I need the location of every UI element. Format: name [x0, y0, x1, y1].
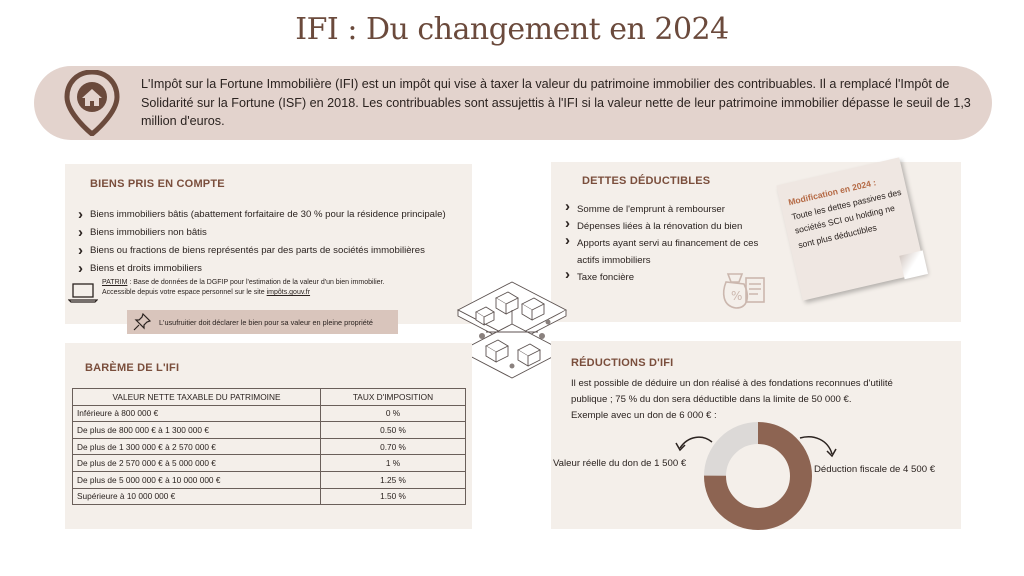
- biens-panel: [65, 164, 472, 324]
- biens-title: BIENS PRIS EN COMPTE: [90, 178, 225, 190]
- list-item: Biens immobiliers non bâtis: [78, 224, 468, 241]
- list-item: Biens et droits immobiliers: [78, 260, 468, 277]
- table-row: Inférieure à 800 000 €0 %: [72, 404, 466, 423]
- list-item: Biens ou fractions de biens représentés …: [78, 242, 468, 259]
- houses-illustration: [457, 281, 567, 379]
- table-row: De plus de 1 300 000 € à 2 570 000 €0.70…: [72, 437, 466, 456]
- list-item: Taxe foncière: [565, 266, 775, 286]
- arrow-left-icon: [675, 436, 713, 452]
- table-cell: De plus de 800 000 € à 1 300 000 €: [72, 421, 321, 439]
- patrim-text: : Base de données de la DGFIP pour l'est…: [127, 279, 385, 286]
- list-item: Dépenses liées à la rénovation du bien: [565, 215, 775, 235]
- list-item: Apports ayant servi au financement de ce…: [565, 232, 775, 269]
- house-pin-icon: [64, 70, 120, 136]
- intro-text: L'Impôt sur la Fortune Immobilière (IFI)…: [141, 77, 971, 128]
- table-cell: 1 %: [320, 454, 466, 472]
- reductions-line3: Exemple avec un don de 6 000 € :: [571, 410, 717, 422]
- patrim-note: PATRIM : Base de données de la DGFIP pou…: [72, 278, 432, 298]
- donation-donut-chart: [704, 422, 812, 530]
- list-item: Biens immobiliers bâtis (abattement forf…: [78, 206, 468, 223]
- reductions-line1: Il est possible de déduire un don réalis…: [571, 378, 893, 389]
- table-cell: De plus de 1 300 000 € à 2 570 000 €: [72, 437, 321, 456]
- table-row: De plus de 2 570 000 € à 5 000 000 €1 %: [72, 454, 466, 472]
- arrow-right-icon: [799, 436, 837, 458]
- dettes-list: Somme de l'emprunt à rembourser Dépenses…: [565, 198, 775, 286]
- pushpin-icon: [133, 313, 151, 331]
- page-title: IFI : Du changement en 2024: [295, 12, 729, 47]
- biens-list: Biens immobiliers bâtis (abattement forf…: [78, 206, 468, 277]
- table-row: Supérieure à 10 000 000 €1.50 %: [72, 487, 466, 506]
- money-bag-icon: %: [722, 273, 765, 309]
- table-cell: Inférieure à 800 000 €: [72, 404, 321, 423]
- bareme-table: VALEUR NETTE TAXABLE DU PATRIMOINE TAUX …: [72, 388, 466, 506]
- table-cell: 0.50 %: [320, 421, 466, 439]
- table-cell: Supérieure à 10 000 000 €: [72, 487, 321, 506]
- table-cell: 0.70 %: [320, 437, 466, 456]
- real-value-label: Valeur réelle du don de 1 500 €: [553, 458, 687, 469]
- table-row: De plus de 800 000 € à 1 300 000 €0.50 %: [72, 421, 466, 439]
- table-row: De plus de 5 000 000 € à 10 000 000 €1.2…: [72, 470, 466, 489]
- usufruit-callout: L'usufruitier doit déclarer le bien pour…: [127, 310, 398, 334]
- table-cell: De plus de 5 000 000 € à 10 000 000 €: [72, 470, 321, 489]
- laptop-icon: [68, 283, 98, 303]
- table-header-row: VALEUR NETTE TAXABLE DU PATRIMOINE TAUX …: [72, 388, 466, 406]
- table-cell: 1.25 %: [320, 470, 466, 489]
- deduction-label: Déduction fiscale de 4 500 €: [814, 464, 936, 475]
- usufruit-text: L'usufruitier doit déclarer le bien pour…: [159, 318, 373, 327]
- table-cell: 0 %: [320, 404, 466, 423]
- reductions-title: RÉDUCTIONS D'IFI: [571, 357, 674, 369]
- table-cell: De plus de 2 570 000 € à 5 000 000 €: [72, 454, 321, 472]
- list-item: Somme de l'emprunt à rembourser: [565, 198, 775, 218]
- bareme-title: BARÈME DE L'IFI: [85, 362, 180, 374]
- impots-link[interactable]: impôts.gouv.fr: [266, 289, 311, 296]
- dettes-title: DETTES DÉDUCTIBLES: [582, 175, 711, 187]
- reductions-text: Il est possible de déduire un don réalis…: [571, 376, 951, 425]
- svg-text:%: %: [731, 289, 742, 303]
- donut-deduction-segment: [704, 422, 812, 530]
- reductions-line2: publique ; 75 % du don sera déductible d…: [571, 394, 852, 406]
- table-cell: 1.50 %: [320, 487, 466, 506]
- patrim-label: PATRIM: [102, 279, 128, 286]
- column-header: TAUX D'IMPOSITION: [320, 388, 466, 406]
- intro-banner: L'Impôt sur la Fortune Immobilière (IFI)…: [34, 66, 992, 140]
- column-header: VALEUR NETTE TAXABLE DU PATRIMOINE: [72, 388, 321, 406]
- patrim-line2: Accessible depuis votre espace personnel…: [102, 289, 267, 296]
